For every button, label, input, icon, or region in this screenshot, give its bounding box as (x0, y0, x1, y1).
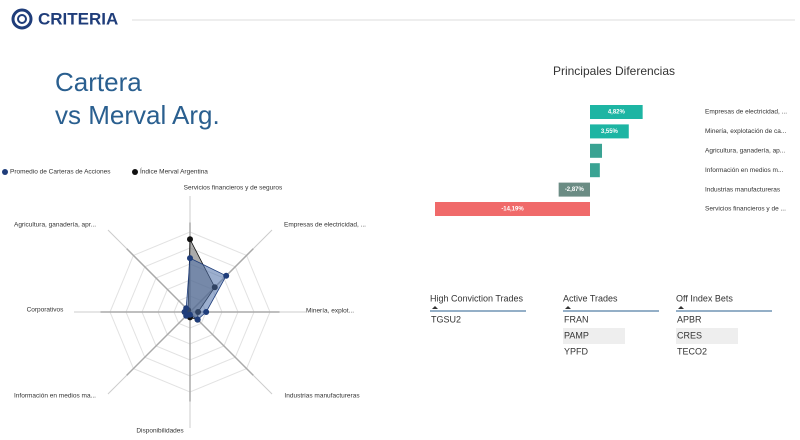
table-row-bg (676, 328, 738, 344)
bar (590, 163, 600, 178)
table-cell: APBR (677, 314, 702, 324)
tables: High Conviction Trades TGSU2 Active Trades… (430, 293, 772, 356)
table-row-bg (563, 328, 625, 344)
bar-category-label: Minería, explotación de ca... (705, 128, 786, 135)
sort-icon (678, 306, 684, 309)
chart-title: Principales Diferencias (553, 64, 675, 78)
sort-icon (432, 306, 438, 309)
bar-value-label: 4,82% (608, 110, 626, 116)
logo-icon (11, 8, 33, 30)
bar-value-label: -14,19% (501, 207, 524, 213)
page-title: Cartera (55, 67, 142, 97)
radar-chart: Servicios financieros y de seguros Empres… (2, 167, 366, 435)
radar-label: Corporativos (27, 307, 65, 314)
radar-point (183, 305, 190, 312)
radar-point (203, 309, 210, 315)
bar-category-label: Agricultura, ganadería, ap... (705, 148, 785, 155)
table-cell: CRES (677, 330, 702, 340)
logo-icon-inner (17, 14, 27, 24)
bar (558, 182, 590, 197)
legend-label: Promedio de Carteras de Acciones (10, 169, 111, 176)
table-cell: PAMP (564, 330, 589, 340)
radar-label-leader (253, 375, 273, 395)
radar-label: Industrias manufactureras (284, 393, 360, 400)
table-header: Active Trades (563, 293, 618, 303)
bar-category-label: Servicios financieros y de ... (705, 206, 786, 213)
legend-label: Índice Merval Argentina (140, 167, 208, 176)
legend-swatch (132, 169, 138, 175)
radar-label: Empresas de electricidad, ... (284, 222, 366, 229)
radar-point (194, 316, 201, 323)
table-cell: YPFD (564, 346, 589, 356)
radar-label: Agricultura, ganadería, apr... (14, 222, 96, 229)
radar-spoke (126, 311, 191, 376)
radar-spoke (126, 248, 191, 313)
radar-label: Información en medios ma... (14, 393, 96, 400)
bar (590, 143, 603, 158)
bar-category-label: Empresas de electricidad, ... (705, 109, 787, 116)
radar-label-leader (107, 375, 127, 395)
bar-value-label: -2,87% (565, 187, 585, 193)
table-header: Off Index Bets (676, 293, 733, 303)
radar-spoke (189, 311, 254, 376)
radar-label-leader (107, 229, 127, 249)
table-cell: FRAN (564, 314, 589, 324)
bar-category-label: Industrias manufactureras (705, 186, 781, 193)
radar-point (187, 236, 193, 243)
bar (590, 124, 629, 139)
table-cell: TGSU2 (431, 314, 461, 324)
bar (435, 202, 590, 216)
bar-value-label: 3,55% (601, 129, 619, 135)
table-cell: TECO2 (677, 346, 707, 356)
radar-point (187, 255, 193, 262)
sort-icon (565, 306, 571, 309)
page-title: vs Merval Arg. (55, 100, 220, 130)
bar (590, 105, 643, 119)
legend-swatch (2, 169, 8, 175)
bar-chart: 4,82% Empresas de electricidad, ... 3,55% M… (435, 105, 787, 216)
radar-label: Disponibilidades (136, 428, 184, 435)
bar-category-label: Información en medios m... (705, 167, 784, 174)
table-header: High Conviction Trades (430, 293, 524, 303)
radar-label: Minería, explot... (306, 308, 354, 315)
radar-label-leader (253, 229, 273, 249)
logo: CRITERIA (38, 9, 118, 28)
radar-point (223, 272, 230, 279)
radar-label: Servicios financieros y de seguros (184, 185, 283, 192)
